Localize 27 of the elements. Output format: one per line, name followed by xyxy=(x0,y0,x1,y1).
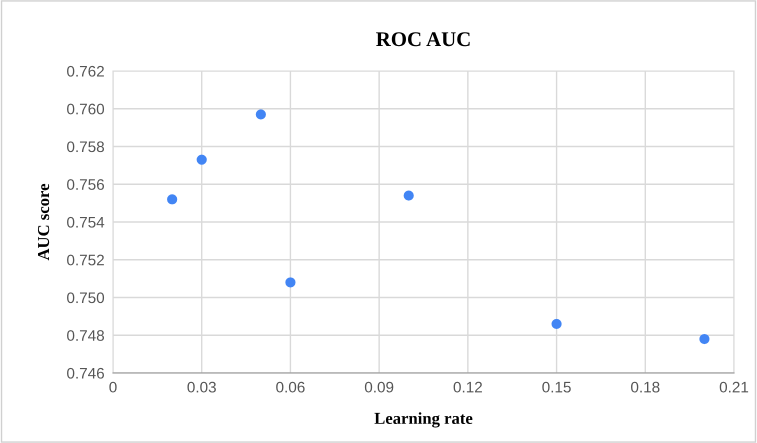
x-axis-title: Learning rate xyxy=(374,412,472,428)
y-tick-label: 0.754 xyxy=(67,216,104,228)
point xyxy=(285,277,296,288)
y-tick-label: 0.758 xyxy=(67,141,104,152)
point xyxy=(551,318,562,330)
point xyxy=(256,109,266,120)
y-tick-label: 0.746 xyxy=(67,368,104,379)
chart-title: ROC AUC xyxy=(376,32,470,46)
x-tick-label: 0.09 xyxy=(364,382,394,393)
point xyxy=(699,334,710,344)
y-tick-label: 0.762 xyxy=(67,66,104,77)
y-tick-label: 0.756 xyxy=(67,179,104,190)
point xyxy=(167,194,178,204)
x-tick-label: 0.12 xyxy=(454,382,482,393)
x-tick-label: 0 xyxy=(109,382,117,393)
y-tick-label: 0.748 xyxy=(67,330,104,341)
y-tick-label: 0.752 xyxy=(67,254,104,266)
x-tick-label: 0.18 xyxy=(631,382,660,393)
y-tick-label: 0.750 xyxy=(67,292,104,304)
y-axis-title: AUC score xyxy=(38,184,50,260)
x-tick-label: 0.03 xyxy=(187,382,216,393)
x-tick-label: 0.15 xyxy=(542,382,571,393)
y-tick-label: 0.760 xyxy=(67,104,104,114)
point xyxy=(404,190,414,201)
x-tick-label: 0.06 xyxy=(276,382,305,393)
point xyxy=(196,154,207,165)
x-tick-label: 0.21 xyxy=(720,382,748,393)
